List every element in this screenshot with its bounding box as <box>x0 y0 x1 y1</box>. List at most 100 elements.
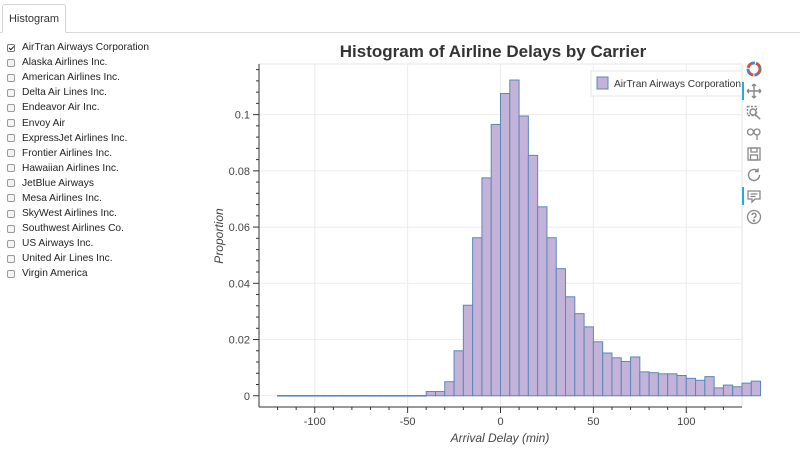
carrier-checkbox[interactable] <box>7 103 15 112</box>
carrier-checkbox[interactable] <box>7 58 15 67</box>
carrier-checkbox-row[interactable]: Frontier Airlines Inc. <box>7 146 207 161</box>
histogram-bar <box>592 341 604 397</box>
histogram-bar <box>453 350 464 397</box>
carrier-checkbox[interactable] <box>7 224 15 233</box>
carrier-label: United Air Lines Inc. <box>22 253 113 265</box>
hover-icon[interactable] <box>742 187 764 205</box>
carrier-checkbox-row[interactable]: Hawaiian Airlines Inc. <box>7 161 207 176</box>
carrier-checkbox-row[interactable]: American Airlines Inc. <box>7 70 207 85</box>
carrier-label: Delta Air Lines Inc. <box>22 87 107 99</box>
carrier-checkbox[interactable] <box>7 119 15 128</box>
x-tick-label: 0 <box>497 416 503 428</box>
carrier-checkbox[interactable] <box>7 239 15 248</box>
histogram-bar <box>630 356 641 397</box>
histogram-bar <box>323 394 334 397</box>
histogram-bar <box>518 115 529 397</box>
x-tick-label: -100 <box>304 416 326 428</box>
carrier-checkbox[interactable] <box>7 254 15 263</box>
histogram-bar <box>462 304 474 397</box>
histogram-bar <box>685 377 697 397</box>
histogram-bar <box>397 394 409 397</box>
carrier-checkbox[interactable] <box>7 209 15 218</box>
tab-histogram[interactable]: Histogram <box>2 4 66 33</box>
carrier-label: ExpressJet Airlines Inc. <box>22 132 128 144</box>
y-axis-ticks: 0 0.02 0.04 0.06 0.08 0.1 <box>229 69 259 403</box>
histogram-bar <box>574 313 585 397</box>
histogram-bar <box>369 394 381 397</box>
histogram-bar <box>490 123 502 397</box>
save-icon[interactable] <box>744 145 764 163</box>
carrier-checkbox-row[interactable]: SkyWest Airlines Inc. <box>7 206 207 221</box>
carrier-checkbox-row[interactable]: Delta Air Lines Inc. <box>7 85 207 100</box>
carrier-checkbox-row[interactable]: AirTran Airways Corporation <box>7 40 207 55</box>
histogram-bar <box>332 394 344 397</box>
histogram-bar <box>304 394 316 397</box>
carrier-checkbox[interactable] <box>7 134 15 143</box>
x-tick-label: -50 <box>400 416 416 428</box>
histogram-bar <box>500 93 511 397</box>
carrier-checkbox[interactable] <box>7 149 15 158</box>
carrier-checkbox-row[interactable]: Alaska Airlines Inc. <box>7 55 207 70</box>
histogram-bar <box>295 394 306 397</box>
carrier-checkbox-row[interactable]: Endeavor Air Inc. <box>7 100 207 115</box>
carrier-checkbox-row[interactable]: ExpressJet Airlines Inc. <box>7 131 207 146</box>
legend-box <box>590 70 743 97</box>
carrier-checkbox-row[interactable]: Mesa Airlines Inc. <box>7 191 207 206</box>
histogram-bar <box>444 381 455 397</box>
histogram-bar <box>732 386 743 397</box>
histogram-bar <box>695 379 706 397</box>
histogram-bar <box>741 382 752 397</box>
bar-series <box>277 79 762 397</box>
carrier-checkbox[interactable] <box>7 269 15 278</box>
carrier-checkbox[interactable] <box>7 164 15 173</box>
carrier-checkbox[interactable] <box>7 88 15 97</box>
carrier-label: Endeavor Air Inc. <box>22 102 100 114</box>
histogram-bar <box>657 373 669 397</box>
carrier-checkbox-row[interactable]: JetBlue Airways <box>7 176 207 191</box>
carrier-label: Southwest Airlines Co. <box>22 223 124 235</box>
carrier-label: Hawaiian Airlines Inc. <box>22 162 119 174</box>
histogram-bar <box>555 268 567 397</box>
carrier-checkbox[interactable] <box>7 73 15 82</box>
histogram-bar <box>472 237 483 397</box>
carrier-label: AirTran Airways Corporation <box>22 42 150 54</box>
histogram-bar <box>611 357 622 397</box>
carrier-label: US Airways Inc. <box>22 238 94 250</box>
histogram-bar <box>360 394 371 397</box>
carrier-checkbox[interactable] <box>7 179 15 188</box>
histogram-bar <box>407 394 418 397</box>
carrier-label: Frontier Airlines Inc. <box>22 147 113 159</box>
carrier-checkbox[interactable] <box>7 194 15 203</box>
carrier-checkbox-row[interactable]: US Airways Inc. <box>7 236 207 251</box>
bokeh-logo-icon[interactable] <box>744 60 764 78</box>
carrier-label: Alaska Airlines Inc. <box>22 57 108 69</box>
carrier-checkbox-row[interactable]: Southwest Airlines Co. <box>7 221 207 236</box>
legend: AirTran Airways Corporation <box>590 70 743 97</box>
histogram-bar <box>434 391 446 397</box>
histogram-bar <box>722 384 734 397</box>
carrier-label: Mesa Airlines Inc. <box>22 192 102 204</box>
histogram-bar <box>565 296 576 397</box>
carrier-checkbox-row[interactable]: Envoy Air <box>7 115 207 130</box>
carrier-checkbox-row[interactable]: Virgin America <box>7 266 207 281</box>
histogram-bar <box>546 237 557 397</box>
y-tick-label: 0.04 <box>229 278 250 290</box>
histogram-bar <box>416 394 427 397</box>
histogram-bar <box>620 360 632 397</box>
x-axis-ticks: -100 -50 0 50 100 <box>277 407 724 428</box>
y-axis-label: Proportion <box>212 208 226 264</box>
histogram-bar <box>342 394 353 397</box>
wheel-zoom-icon[interactable] <box>744 124 764 142</box>
help-icon[interactable] <box>744 208 764 226</box>
histogram-bar <box>537 206 548 397</box>
box-zoom-icon[interactable] <box>744 104 764 122</box>
carrier-checkbox-row[interactable]: United Air Lines Inc. <box>7 251 207 266</box>
histogram-bar <box>583 326 594 397</box>
reset-icon[interactable] <box>744 166 764 184</box>
histogram-bar <box>639 371 650 397</box>
pan-icon[interactable] <box>742 82 764 100</box>
histogram-bar <box>277 394 288 397</box>
carrier-checkbox[interactable] <box>7 43 15 52</box>
carrier-label: JetBlue Airways <box>22 177 94 189</box>
